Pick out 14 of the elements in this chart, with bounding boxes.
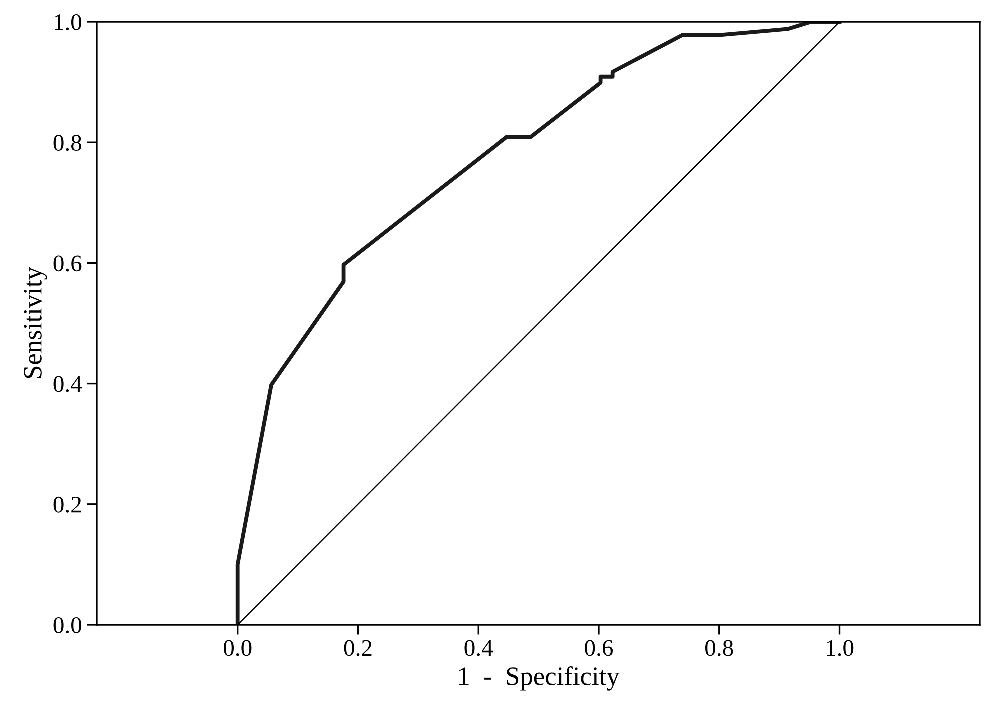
x-tick-label: 0.6 — [585, 640, 614, 656]
x-tick-label: 0.0 — [224, 640, 252, 656]
y-tick-label: 0.0 — [54, 617, 82, 634]
y-tick-label: 1.0 — [54, 14, 82, 31]
x-tick-label: 1.0 — [827, 640, 854, 656]
y-tick-label: 0.4 — [54, 376, 82, 392]
x-axis-title: 1 - Specificity — [459, 666, 620, 691]
x-tick-label: 0.8 — [706, 640, 734, 656]
y-tick-label: 0.8 — [54, 135, 82, 152]
y-tick-label: 0.2 — [54, 496, 82, 513]
x-tick-label: 0.2 — [344, 640, 372, 656]
y-tick-label: 0.6 — [54, 256, 82, 272]
y-axis-title: Sensitivity — [24, 267, 48, 378]
x-tick-label: 0.4 — [464, 640, 493, 656]
